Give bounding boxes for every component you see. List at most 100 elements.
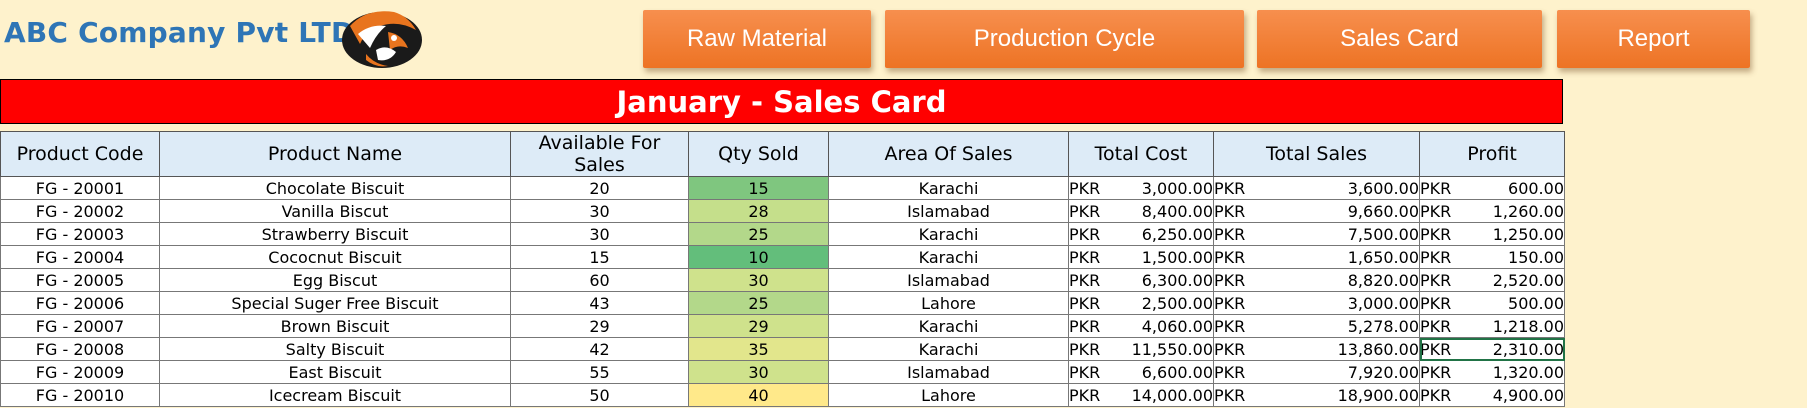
total-sales-cell[interactable]: PKR 13,860.00 bbox=[1213, 337, 1420, 361]
area-cell[interactable]: Karachi bbox=[828, 222, 1069, 246]
area-cell[interactable]: Islamabad bbox=[828, 199, 1069, 223]
currency-label: PKR bbox=[1420, 362, 1452, 382]
available-cell[interactable]: 42 bbox=[510, 337, 689, 361]
product-name-cell[interactable]: Egg Biscut bbox=[159, 268, 511, 292]
area-cell[interactable]: Lahore bbox=[828, 291, 1069, 315]
col-product-code[interactable]: Product Code bbox=[0, 131, 160, 177]
total-cost-cell[interactable]: PKR 2,500.00 bbox=[1068, 291, 1214, 315]
available-cell[interactable]: 29 bbox=[510, 314, 689, 338]
qty-sold-cell[interactable]: 29 bbox=[688, 314, 829, 338]
area-cell[interactable]: Islamabad bbox=[828, 268, 1069, 292]
total-sales-cell[interactable]: PKR 8,820.00 bbox=[1213, 268, 1420, 292]
amount-value: 3,600.00 bbox=[1347, 178, 1419, 198]
col-available-for-sales[interactable]: Available For Sales bbox=[510, 131, 689, 177]
product-name-cell[interactable]: Cococnut Biscuit bbox=[159, 245, 511, 269]
product-code-cell[interactable]: FG - 20005 bbox=[0, 268, 160, 292]
qty-sold-cell[interactable]: 15 bbox=[688, 176, 829, 200]
total-cost-cell[interactable]: PKR 6,300.00 bbox=[1068, 268, 1214, 292]
total-cost-cell[interactable]: PKR 6,250.00 bbox=[1068, 222, 1214, 246]
table-row: FG - 20008 Salty Biscuit 42 35 Karachi PKR 11,… bbox=[0, 337, 1565, 361]
available-cell[interactable]: 55 bbox=[510, 360, 689, 384]
amount-value: 14,000.00 bbox=[1131, 385, 1213, 405]
product-name-cell[interactable]: Brown Biscuit bbox=[159, 314, 511, 338]
profit-cell[interactable]: PKR 4,900.00 bbox=[1419, 383, 1565, 407]
available-cell[interactable]: 30 bbox=[510, 199, 689, 223]
area-cell[interactable]: Karachi bbox=[828, 245, 1069, 269]
product-code-cell[interactable]: FG - 20006 bbox=[0, 291, 160, 315]
qty-sold-cell[interactable]: 25 bbox=[688, 291, 829, 315]
profit-cell[interactable]: PKR 1,320.00 bbox=[1419, 360, 1565, 384]
currency-label: PKR bbox=[1420, 224, 1452, 244]
col-total-cost[interactable]: Total Cost bbox=[1068, 131, 1214, 177]
tiger-head-icon bbox=[342, 11, 422, 68]
qty-sold-cell[interactable]: 30 bbox=[688, 268, 829, 292]
col-profit[interactable]: Profit bbox=[1419, 131, 1565, 177]
qty-sold-cell[interactable]: 40 bbox=[688, 383, 829, 407]
product-code-cell[interactable]: FG - 20010 bbox=[0, 383, 160, 407]
qty-sold-cell[interactable]: 28 bbox=[688, 199, 829, 223]
product-code-cell[interactable]: FG - 20003 bbox=[0, 222, 160, 246]
available-cell[interactable]: 30 bbox=[510, 222, 689, 246]
product-name-cell[interactable]: Vanilla Biscut bbox=[159, 199, 511, 223]
nav-raw-material-button[interactable]: Raw Material bbox=[643, 10, 871, 68]
area-cell[interactable]: Karachi bbox=[828, 337, 1069, 361]
nav-sales-card-button[interactable]: Sales Card bbox=[1257, 10, 1542, 68]
currency-label: PKR bbox=[1214, 339, 1246, 359]
col-area-of-sales[interactable]: Area Of Sales bbox=[828, 131, 1069, 177]
profit-cell[interactable]: PKR 1,218.00 bbox=[1419, 314, 1565, 338]
available-cell[interactable]: 15 bbox=[510, 245, 689, 269]
total-cost-cell[interactable]: PKR 8,400.00 bbox=[1068, 199, 1214, 223]
available-cell[interactable]: 60 bbox=[510, 268, 689, 292]
total-sales-cell[interactable]: PKR 7,920.00 bbox=[1213, 360, 1420, 384]
profit-cell[interactable]: PKR 1,260.00 bbox=[1419, 199, 1565, 223]
product-code-cell[interactable]: FG - 20004 bbox=[0, 245, 160, 269]
nav-report-button[interactable]: Report bbox=[1557, 10, 1750, 68]
total-cost-cell[interactable]: PKR 11,550.00 bbox=[1068, 337, 1214, 361]
product-name-cell[interactable]: East Biscuit bbox=[159, 360, 511, 384]
total-cost-cell[interactable]: PKR 14,000.00 bbox=[1068, 383, 1214, 407]
available-cell[interactable]: 43 bbox=[510, 291, 689, 315]
total-cost-cell[interactable]: PKR 6,600.00 bbox=[1068, 360, 1214, 384]
product-name-cell[interactable]: Icecream Biscuit bbox=[159, 383, 511, 407]
product-name-cell[interactable]: Special Suger Free Biscuit bbox=[159, 291, 511, 315]
product-name-cell[interactable]: Strawberry Biscuit bbox=[159, 222, 511, 246]
profit-cell[interactable]: PKR 2,310.00 bbox=[1419, 337, 1565, 361]
product-code-cell[interactable]: FG - 20007 bbox=[0, 314, 160, 338]
total-sales-cell[interactable]: PKR 1,650.00 bbox=[1213, 245, 1420, 269]
profit-cell[interactable]: PKR 1,250.00 bbox=[1419, 222, 1565, 246]
product-code-cell[interactable]: FG - 20002 bbox=[0, 199, 160, 223]
product-code-cell[interactable]: FG - 20001 bbox=[0, 176, 160, 200]
col-total-sales[interactable]: Total Sales bbox=[1213, 131, 1420, 177]
area-cell[interactable]: Karachi bbox=[828, 176, 1069, 200]
product-code-cell[interactable]: FG - 20009 bbox=[0, 360, 160, 384]
profit-cell[interactable]: PKR 150.00 bbox=[1419, 245, 1565, 269]
total-cost-cell[interactable]: PKR 3,000.00 bbox=[1068, 176, 1214, 200]
profit-cell[interactable]: PKR 500.00 bbox=[1419, 291, 1565, 315]
area-cell[interactable]: Lahore bbox=[828, 383, 1069, 407]
total-sales-cell[interactable]: PKR 9,660.00 bbox=[1213, 199, 1420, 223]
qty-sold-cell[interactable]: 25 bbox=[688, 222, 829, 246]
product-name-cell[interactable]: Salty Biscuit bbox=[159, 337, 511, 361]
total-cost-cell[interactable]: PKR 4,060.00 bbox=[1068, 314, 1214, 338]
total-sales-cell[interactable]: PKR 5,278.00 bbox=[1213, 314, 1420, 338]
total-sales-cell[interactable]: PKR 3,000.00 bbox=[1213, 291, 1420, 315]
total-sales-cell[interactable]: PKR 18,900.00 bbox=[1213, 383, 1420, 407]
available-cell[interactable]: 20 bbox=[510, 176, 689, 200]
area-cell[interactable]: Islamabad bbox=[828, 360, 1069, 384]
total-sales-cell[interactable]: PKR 3,600.00 bbox=[1213, 176, 1420, 200]
qty-sold-cell[interactable]: 30 bbox=[688, 360, 829, 384]
profit-cell[interactable]: PKR 2,520.00 bbox=[1419, 268, 1565, 292]
product-code-cell[interactable]: FG - 20008 bbox=[0, 337, 160, 361]
profit-cell[interactable]: PKR 600.00 bbox=[1419, 176, 1565, 200]
total-cost-cell[interactable]: PKR 1,500.00 bbox=[1068, 245, 1214, 269]
col-qty-sold[interactable]: Qty Sold bbox=[688, 131, 829, 177]
area-cell[interactable]: Karachi bbox=[828, 314, 1069, 338]
available-cell[interactable]: 50 bbox=[510, 383, 689, 407]
amount-value: 7,920.00 bbox=[1347, 362, 1419, 382]
qty-sold-cell[interactable]: 10 bbox=[688, 245, 829, 269]
total-sales-cell[interactable]: PKR 7,500.00 bbox=[1213, 222, 1420, 246]
qty-sold-cell[interactable]: 35 bbox=[688, 337, 829, 361]
col-product-name[interactable]: Product Name bbox=[159, 131, 511, 177]
nav-production-cycle-button[interactable]: Production Cycle bbox=[885, 10, 1244, 68]
product-name-cell[interactable]: Chocolate Biscuit bbox=[159, 176, 511, 200]
